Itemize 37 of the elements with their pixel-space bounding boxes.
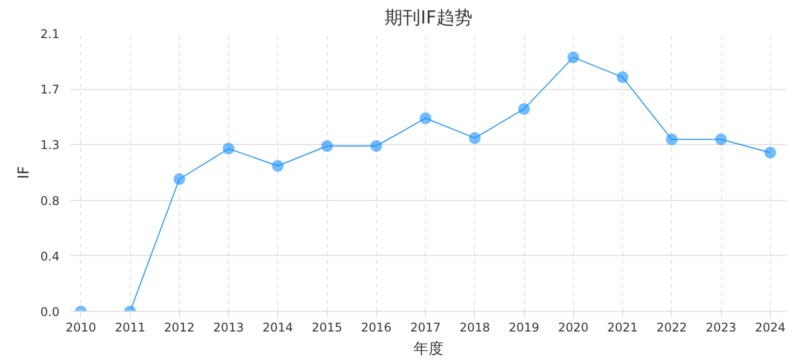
point [370,140,382,152]
point [222,142,235,155]
point [173,173,186,186]
x-tick-label: 2022 [656,320,688,334]
point [567,51,580,64]
point [420,112,432,124]
x-tick-label: 2024 [754,320,786,334]
chart-title: 期刊IF趋势 [384,8,472,28]
point [764,146,776,159]
y-tick-label: 0.8 [40,194,60,208]
y-tick-label: 0.4 [40,249,60,264]
y-tick-label: 1.3 [40,138,60,152]
x-tick-label: 2011 [114,320,146,334]
y-axis-title: IF [14,166,32,180]
x-tick-label: 2021 [607,320,638,334]
point [518,102,530,115]
point [715,133,728,146]
point [468,132,481,144]
point [666,133,678,146]
x-tick-label: 2020 [558,320,589,334]
point [321,140,334,152]
point [272,160,284,172]
x-tick-label: 2016 [361,320,392,334]
point [616,71,629,84]
y-tick-label: 1.7 [40,82,60,97]
x-tick-label: 2023 [706,320,736,334]
x-tick-label: 2015 [312,320,342,334]
y-tick-label: 2.1 [40,27,60,41]
y-tick-label: 0.0 [40,305,60,319]
x-tick-label: 2012 [164,320,195,334]
x-tick-label: 2017 [410,320,441,334]
x-tick-label: 2010 [66,320,96,334]
x-tick-label: 2019 [508,320,540,334]
x-tick-label: 2013 [213,320,244,334]
x-axis-title: 年度 [414,340,444,358]
x-tick-label: 2014 [262,320,294,334]
x-tick-label: 2018 [460,320,490,334]
